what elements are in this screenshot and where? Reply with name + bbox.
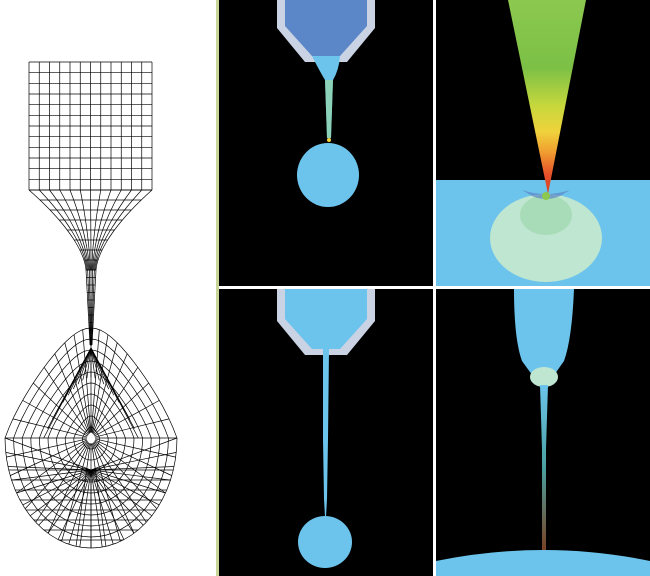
mesh-line: [90, 469, 153, 517]
mesh-line: [6, 438, 87, 458]
mesh-curve: [90, 189, 92, 271]
mesh-curve: [69, 189, 90, 271]
mesh-line: [16, 469, 92, 494]
nozzle-fluid: [285, 289, 367, 349]
mesh-line: [90, 347, 96, 379]
mesh-line: [47, 469, 92, 534]
pale-region-inner: [520, 195, 572, 235]
mesh-line: [90, 347, 139, 439]
upper-fluid: [514, 289, 574, 385]
sim-panel-bottom-left: [219, 289, 433, 576]
mesh-line: [86, 347, 92, 379]
mesh-curve: [38, 189, 88, 271]
mesh-line: [67, 347, 92, 396]
tip-hotspot: [542, 192, 550, 200]
mesh-curve: [79, 189, 91, 271]
panel-divider: [216, 0, 219, 576]
drop: [298, 516, 352, 568]
mesh-line: [92, 353, 128, 434]
col-divider: [433, 0, 436, 576]
interface-curve: [436, 183, 650, 200]
mesh-line: [35, 442, 89, 523]
mesh-line: [82, 347, 92, 381]
mesh-line: [90, 469, 103, 548]
mesh-line: [5, 452, 92, 471]
mesh-line: [94, 400, 160, 437]
mesh-line: [94, 441, 158, 509]
mesh-line: [82, 329, 91, 433]
mesh-curve: [91, 189, 102, 271]
mesh-line: [93, 382, 149, 436]
mesh-line: [54, 353, 90, 434]
mesh-line: [90, 469, 144, 526]
mesh-line: [91, 329, 100, 433]
cone-contour: [508, 0, 586, 194]
mesh-curve: [93, 189, 132, 271]
mesh-line: [91, 342, 118, 434]
mesh-curve: [92, 189, 112, 271]
mesh-line: [64, 342, 91, 434]
mesh-curve: [28, 189, 87, 271]
mesh-line: [43, 367, 89, 435]
mesh-line: [33, 382, 89, 436]
mesh-line: [29, 469, 92, 517]
mesh-line: [91, 334, 109, 433]
mesh-line: [11, 469, 92, 481]
mesh-line: [79, 469, 92, 548]
mesh-line: [90, 469, 171, 481]
mesh-line: [57, 469, 92, 540]
mesh-line: [90, 347, 105, 385]
drop: [297, 143, 359, 207]
mesh-curve: [94, 189, 143, 271]
mesh-line: [93, 442, 147, 523]
mesh-curve: [95, 189, 153, 271]
mesh-line: [4, 437, 92, 471]
mesh-line: [12, 418, 88, 438]
mesh-line: [93, 367, 139, 435]
mesh-line: [16, 440, 88, 494]
filament: [540, 385, 548, 551]
mesh-line: [7, 466, 92, 471]
neck-thin: [325, 80, 333, 138]
sim-panel-top-left: [219, 0, 433, 286]
fem-mesh-panel: [4, 61, 178, 549]
filament: [323, 349, 329, 517]
lower-fluid-surface: [436, 550, 650, 576]
neck-pale: [530, 367, 558, 387]
pinch-point: [327, 138, 331, 142]
sim-panel-bottom-right: [436, 289, 650, 576]
mesh-line: [24, 441, 88, 509]
mesh-line: [90, 469, 114, 545]
mesh-line: [72, 347, 92, 390]
mesh-curve: [93, 189, 122, 271]
mesh-curve: [49, 189, 89, 271]
mesh-line: [94, 418, 170, 438]
mesh-line: [38, 469, 92, 526]
mesh-line: [91, 443, 107, 547]
mesh-line: [75, 443, 91, 547]
mesh-line: [95, 438, 176, 458]
mesh-line: [22, 469, 92, 506]
mesh-line: [47, 442, 90, 534]
sim-panel-top-right: [436, 0, 650, 286]
mesh-line: [90, 466, 175, 471]
mesh-line: [90, 452, 177, 471]
mesh-curve: [59, 189, 89, 271]
mesh-line: [90, 347, 100, 381]
mesh-line: [68, 469, 92, 545]
nozzle-fluid: [285, 0, 367, 56]
mesh-line: [73, 334, 91, 433]
pale-region: [490, 194, 602, 282]
mesh-grid: [4, 61, 178, 549]
mesh-line: [90, 437, 178, 471]
mesh-line: [92, 442, 135, 534]
mesh-line: [22, 400, 88, 437]
mesh-line: [90, 469, 160, 506]
mesh-line: [90, 469, 125, 540]
mesh-line: [77, 347, 92, 385]
mesh-line: [90, 469, 135, 534]
mesh-line: [94, 440, 166, 494]
mesh-line: [90, 469, 166, 494]
